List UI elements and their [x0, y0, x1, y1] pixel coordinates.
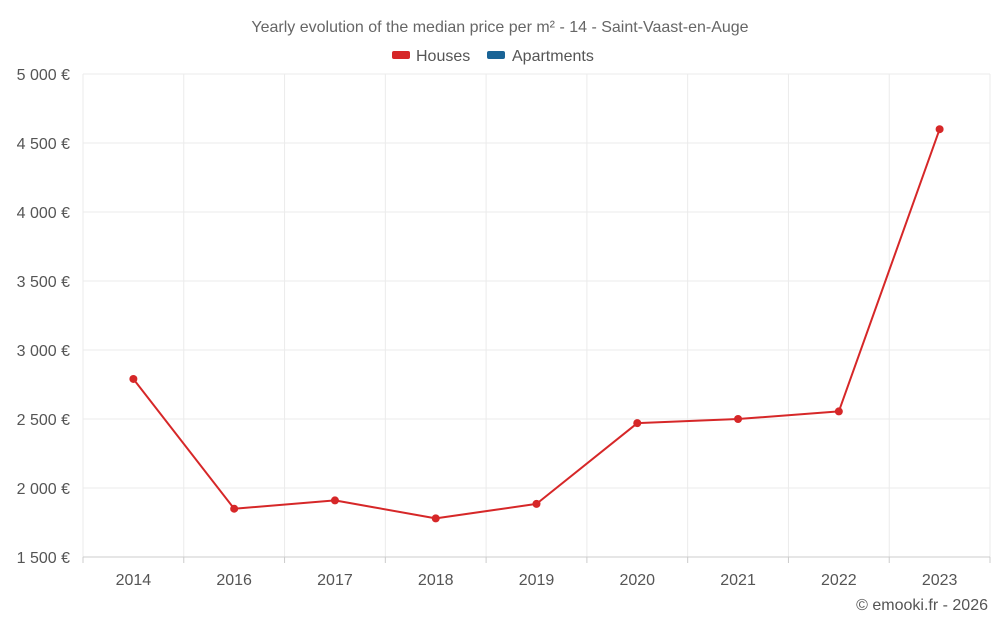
- data-point-houses[interactable]: [935, 125, 944, 134]
- x-tick-label: 2021: [720, 572, 756, 589]
- grid: [82, 73, 991, 557]
- legend-item-houses[interactable]: Houses: [392, 48, 470, 65]
- series-houses: [129, 125, 944, 523]
- y-tick-label: 3 500 €: [17, 274, 70, 291]
- x-tick-label: 2019: [519, 572, 555, 589]
- x-tick-label: 2020: [619, 572, 655, 589]
- y-tick-label: 2 500 €: [17, 412, 70, 429]
- axes: 1 500 € 2 000 € 2 500 € 3 000 € 3 500 € 4 000…: [17, 67, 991, 589]
- data-point-houses[interactable]: [834, 407, 843, 416]
- data-point-houses[interactable]: [532, 499, 541, 508]
- credit-text: © emooki.fr - 2026: [856, 597, 988, 614]
- series-line-houses: [132, 128, 941, 520]
- x-tick-label: 2022: [821, 572, 857, 589]
- data-point-houses[interactable]: [431, 514, 440, 523]
- data-point-houses[interactable]: [734, 415, 743, 423]
- data-point-houses[interactable]: [633, 419, 642, 428]
- data-point-houses[interactable]: [330, 496, 339, 505]
- y-tick-label: 1 500 €: [17, 550, 70, 567]
- x-tick-label: 2016: [216, 572, 252, 589]
- y-tick-label: 3 000 €: [17, 343, 70, 360]
- chart-title: Yearly evolution of the median price per…: [251, 19, 748, 36]
- legend-swatch-apartments: [487, 51, 505, 59]
- x-tick-label: 2017: [317, 572, 353, 589]
- legend-swatch-houses: [392, 51, 410, 59]
- data-point-houses[interactable]: [230, 504, 239, 513]
- y-tick-label: 4 500 €: [17, 136, 70, 153]
- x-tick-label: 2023: [922, 572, 958, 589]
- x-tick-label: 2014: [116, 572, 152, 589]
- data-point-houses[interactable]: [129, 374, 138, 383]
- legend-label-houses: Houses: [416, 48, 470, 65]
- y-tick-label: 4 000 €: [17, 205, 70, 222]
- legend-item-apartments[interactable]: Apartments: [487, 48, 594, 65]
- legend-label-apartments: Apartments: [512, 48, 594, 65]
- x-tick-label: 2018: [418, 572, 454, 589]
- y-tick-label: 5 000 €: [17, 67, 70, 84]
- legend[interactable]: Houses Apartments: [392, 48, 594, 65]
- y-tick-label: 2 000 €: [17, 481, 70, 498]
